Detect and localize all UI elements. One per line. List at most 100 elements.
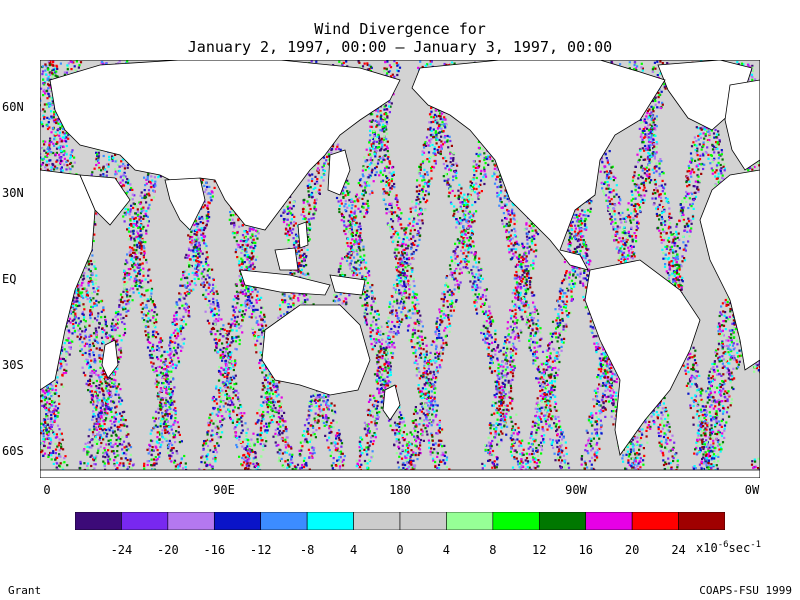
- swath-pixel: [721, 418, 724, 421]
- swath-pixel: [52, 420, 55, 423]
- swath-pixel: [194, 220, 197, 223]
- swath-pixel: [133, 256, 136, 259]
- swath-pixel: [175, 352, 178, 355]
- swath-pixel: [735, 339, 738, 342]
- swath-pixel: [243, 261, 246, 264]
- swath-pixel: [63, 149, 66, 153]
- swath-pixel: [712, 464, 715, 467]
- swath-pixel: [188, 258, 192, 261]
- swath-pixel: [106, 389, 109, 392]
- swath-pixel: [723, 429, 726, 432]
- swath-pixel: [86, 297, 89, 301]
- swath-pixel: [241, 456, 244, 460]
- swath-pixel: [718, 420, 721, 423]
- swath-pixel: [99, 360, 102, 363]
- swath-pixel: [118, 357, 121, 360]
- swath-pixel: [152, 315, 155, 318]
- swath-pixel: [83, 448, 86, 451]
- swath-pixel: [148, 194, 151, 197]
- swath-pixel: [191, 229, 194, 232]
- swath-pixel: [726, 399, 729, 403]
- swath-pixel: [719, 400, 722, 403]
- swath-pixel: [89, 314, 92, 317]
- swath-pixel: [42, 454, 45, 457]
- swath-pixel: [126, 281, 129, 284]
- swath-pixel: [147, 281, 150, 284]
- swath-pixel: [149, 319, 152, 322]
- swath-pixel: [145, 232, 148, 235]
- swath-pixel: [219, 348, 222, 351]
- swath-pixel: [98, 166, 101, 169]
- swath-pixel: [118, 299, 121, 302]
- swath-pixel: [164, 397, 167, 400]
- swath-pixel: [93, 415, 97, 418]
- swath-pixel: [55, 147, 59, 150]
- swath-pixel: [195, 273, 198, 276]
- swath-pixel: [96, 319, 99, 322]
- swath-pixel: [49, 137, 52, 140]
- swath-pixel: [123, 424, 126, 427]
- swath-pixel: [188, 281, 191, 284]
- swath-pixel: [167, 444, 171, 447]
- swath-pixel: [85, 288, 88, 291]
- swath-pixel: [146, 178, 149, 181]
- swath-pixel: [288, 453, 291, 456]
- swath-pixel: [713, 449, 716, 452]
- swath-pixel: [87, 280, 90, 283]
- swath-pixel: [176, 452, 179, 455]
- swath-pixel: [101, 373, 104, 376]
- swath-pixel: [141, 302, 144, 305]
- swath-pixel: [738, 354, 741, 358]
- swath-pixel: [109, 419, 112, 422]
- swath-pixel: [733, 336, 736, 339]
- swath-pixel: [95, 455, 98, 458]
- swath-pixel: [166, 377, 169, 380]
- swath-pixel: [226, 386, 229, 389]
- swath-pixel: [157, 397, 160, 400]
- swath-pixel: [146, 193, 149, 196]
- swath-pixel: [62, 372, 65, 375]
- swath-pixel: [232, 214, 235, 217]
- swath-pixel: [239, 246, 242, 249]
- swath-pixel: [721, 373, 724, 376]
- swath-pixel: [170, 360, 173, 363]
- swath-pixel: [227, 408, 230, 411]
- swath-pixel: [69, 60, 72, 63]
- swath-pixel: [106, 391, 109, 394]
- swath-pixel: [727, 415, 731, 418]
- swath-pixel: [270, 389, 273, 392]
- swath-pixel: [172, 346, 176, 349]
- swath-pixel: [227, 361, 230, 364]
- swath-pixel: [129, 234, 132, 238]
- swath-pixel: [148, 308, 152, 311]
- swath-pixel: [117, 360, 120, 364]
- swath-pixel: [726, 398, 729, 401]
- swath-pixel: [198, 267, 201, 270]
- swath-pixel: [288, 461, 291, 464]
- swath-pixel: [193, 277, 196, 280]
- swath-pixel: [85, 295, 88, 298]
- swath-pixel: [202, 275, 205, 278]
- swath-pixel: [240, 405, 243, 408]
- swath-pixel: [275, 395, 279, 398]
- swath-pixel: [77, 66, 80, 69]
- swath-pixel: [161, 339, 164, 342]
- swath-pixel: [206, 207, 210, 210]
- swath-pixel: [181, 277, 184, 280]
- swath-pixel: [78, 282, 81, 285]
- swath-pixel: [108, 384, 111, 387]
- swath-pixel: [209, 192, 212, 195]
- swath-pixel: [240, 245, 244, 249]
- swath-pixel: [140, 311, 143, 314]
- swath-pixel: [148, 310, 151, 313]
- swath-pixel: [63, 73, 66, 76]
- swath-pixel: [59, 162, 62, 165]
- swath-pixel: [235, 424, 238, 427]
- swath-pixel: [178, 298, 181, 301]
- swath-pixel: [724, 399, 727, 403]
- swath-pixel: [108, 340, 111, 343]
- swath-pixel: [183, 297, 186, 300]
- swath-pixel: [43, 452, 47, 455]
- swath-pixel: [124, 457, 127, 460]
- swath-pixel: [170, 411, 173, 414]
